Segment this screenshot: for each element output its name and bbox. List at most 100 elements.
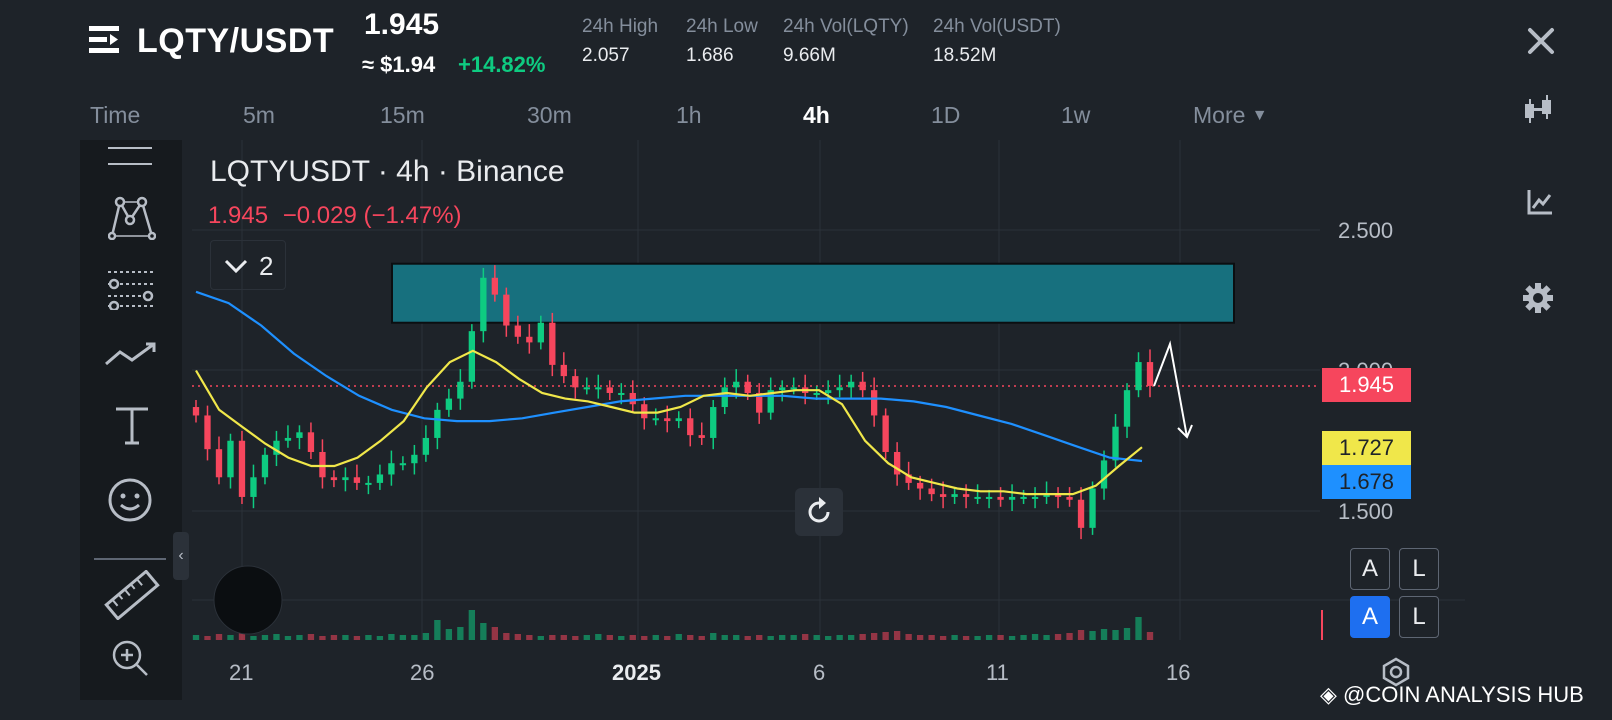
volume-bar [1008,636,1016,640]
close-icon[interactable] [1526,26,1556,56]
log-scale-button[interactable]: L [1399,548,1439,590]
candle-body [664,418,671,422]
volume-bar [422,633,430,640]
candle-body [836,387,843,391]
tab-1w[interactable]: 1w [1061,102,1091,128]
auto-scale-button[interactable]: A [1350,548,1390,590]
candle-body [1077,499,1085,528]
emoji-tool-icon[interactable] [106,476,154,524]
ruler-tool-icon[interactable] [104,569,160,621]
volume-bar [606,635,613,640]
candle-body [261,454,269,478]
candle-body [342,477,349,481]
candle-body [1043,494,1050,497]
volume-axis-marker [1321,610,1323,640]
fib-tool-icon[interactable] [106,268,156,312]
log-scale-button-secondary[interactable]: L [1399,596,1439,638]
stat-value-24h-high: 2.057 [582,45,630,66]
candle-body [330,477,338,481]
auto-scale-button-active[interactable]: A [1350,596,1390,638]
candle-body [847,381,855,388]
hexagon-icon[interactable] [1380,656,1412,688]
volume-bar [721,635,728,640]
tab-5m[interactable]: 5m [243,102,275,128]
volume-bar [698,636,705,640]
ma-short-price-label: 1.727 [1322,431,1411,465]
candle-body [457,381,464,399]
volume-bar [353,636,361,640]
volume-bar [1066,633,1073,640]
tab-4h[interactable]: 4h [803,102,830,128]
pair-title[interactable]: LQTY/USDT [137,22,335,60]
current-price-label: 1.945 [1322,368,1411,402]
volume-bar [1031,634,1039,640]
volume-bar [411,635,418,640]
candle-body [1089,488,1096,528]
volume-bar [767,636,774,640]
pattern-tool-icon[interactable] [107,196,157,241]
x-tick-21: 21 [229,660,254,685]
candle-body [491,277,499,295]
candle-body [928,488,935,495]
volume-bar [1043,635,1050,640]
stat-label-24h-high: 24h High [582,16,659,37]
candle-body [790,387,797,390]
watermark: ◈ @COIN ANALYSIS HUB [1320,682,1584,708]
volume-bar [238,631,246,640]
candle-body [549,322,556,365]
candle-body [767,390,774,413]
drawing-toolbar [80,140,182,700]
reset-chart-button[interactable] [795,488,843,536]
chart-style-icon[interactable] [1522,94,1556,126]
candle-body [813,392,820,395]
volume-bar [365,635,372,640]
volume-bar [457,627,464,640]
text-tool-icon[interactable] [112,405,152,447]
tab-1h[interactable]: 1h [676,102,702,128]
menu-icon[interactable] [88,22,122,56]
volume-bar [1020,635,1027,640]
tab-30m[interactable]: 30m [527,102,572,128]
x-tick-11: 11 [986,660,1009,685]
candle-body [434,409,441,438]
candle-body [985,496,993,499]
trend-line-tool-icon[interactable] [104,140,156,170]
volume-bar [652,635,659,640]
chart-change: −0.029 (−1.47%) [282,202,462,229]
candle-body [365,482,372,485]
line-tool-icon[interactable] [104,340,158,370]
candle-body [1054,494,1062,497]
volume-bar [342,635,349,640]
volume-bar [250,636,257,640]
candle-body [319,451,326,478]
indicator-count: 2 [259,251,274,281]
indicator-icon[interactable] [1526,188,1554,216]
tab-more[interactable]: More ▼ [1193,102,1268,129]
volume-bar [388,634,395,640]
stat-label-24h-vol-lqty: 24h Vol(LQTY) [783,16,909,37]
volume-bar [537,636,544,640]
candle-body [1008,496,1016,500]
volume-bar [859,634,866,640]
tab-1d[interactable]: 1D [931,102,961,128]
candle-body [1146,362,1154,386]
indicator-toggle[interactable]: 2 [210,240,286,290]
volume-bar [480,623,487,640]
volume-bar [273,634,280,640]
collapse-toolbar-button[interactable]: ‹ [173,532,189,580]
candle-body [353,477,361,483]
zoom-in-icon[interactable] [110,638,150,678]
volume-bar [870,633,878,640]
candle-body [882,415,889,452]
volume-bar [595,634,602,640]
candle-body [652,418,659,421]
volume-bar [779,635,786,640]
tab-15m[interactable]: 15m [380,102,425,128]
candle-body [1112,426,1119,461]
candle-body [583,387,590,390]
chevron-down-icon [223,253,249,282]
settings-gear-icon[interactable] [1522,282,1554,314]
volume-bar [526,635,533,640]
volume-bar [192,635,200,640]
